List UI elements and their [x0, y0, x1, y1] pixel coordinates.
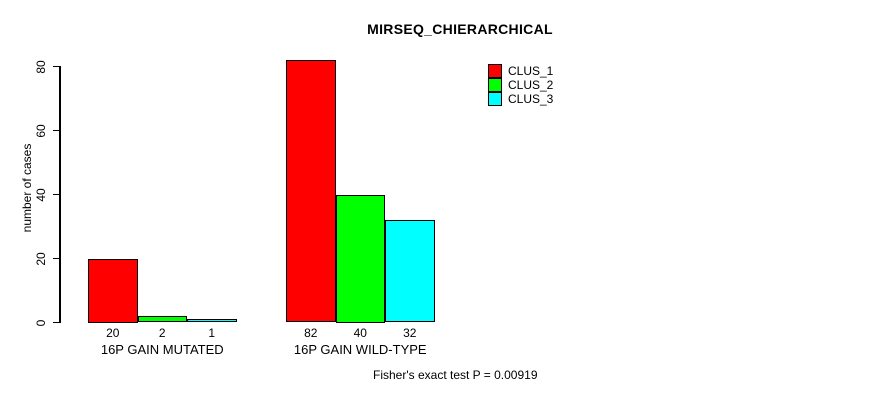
y-axis-tick: [53, 193, 60, 196]
legend: CLUS_1 CLUS_2 CLUS_3: [488, 64, 553, 106]
y-axis-tick-label: 60: [34, 123, 48, 138]
legend-item: CLUS_3: [488, 92, 553, 106]
y-axis-tick: [53, 65, 60, 68]
y-axis-tick-label: 80: [34, 59, 48, 74]
legend-swatch: [488, 78, 502, 92]
y-axis-tick: [53, 257, 60, 260]
bar-value-label: 20: [106, 326, 120, 340]
chart-title: MIRSEQ_CHIERARCHICAL: [367, 21, 553, 37]
bar-clus_3-group2: [385, 220, 435, 323]
legend-swatch: [488, 92, 502, 106]
y-axis-label: number of cases: [20, 143, 34, 233]
x-group-label: 16P GAIN WILD-TYPE: [293, 342, 427, 357]
legend-label: CLUS_2: [508, 78, 554, 92]
bar-clus_3-group1: [187, 319, 237, 323]
bar-value-label: 1: [208, 326, 216, 340]
legend-item: CLUS_1: [488, 64, 553, 78]
x-group-label: 16P GAIN MUTATED: [100, 342, 224, 357]
bar-value-label: 82: [304, 326, 318, 340]
bar-clus_1-group1: [88, 258, 138, 323]
legend-swatch: [488, 64, 502, 78]
fisher-test-note: Fisher's exact test P = 0.00919: [373, 368, 538, 382]
y-axis-tick: [53, 129, 60, 132]
legend-label: CLUS_3: [508, 92, 554, 106]
bar-value-label: 2: [158, 326, 166, 340]
bar-clus_1-group2: [286, 60, 336, 323]
y-axis-tick: [53, 321, 60, 324]
bar-value-label: 40: [353, 326, 367, 340]
y-axis-tick-label: 40: [34, 187, 48, 202]
y-axis-tick-label: 20: [34, 251, 48, 266]
bar-clus_2-group1: [137, 316, 187, 323]
y-axis-tick-label: 0: [34, 319, 48, 326]
legend-item: CLUS_2: [488, 78, 553, 92]
legend-label: CLUS_1: [508, 64, 554, 78]
bar-clus_2-group2: [335, 194, 385, 323]
bar-value-label: 32: [403, 326, 417, 340]
